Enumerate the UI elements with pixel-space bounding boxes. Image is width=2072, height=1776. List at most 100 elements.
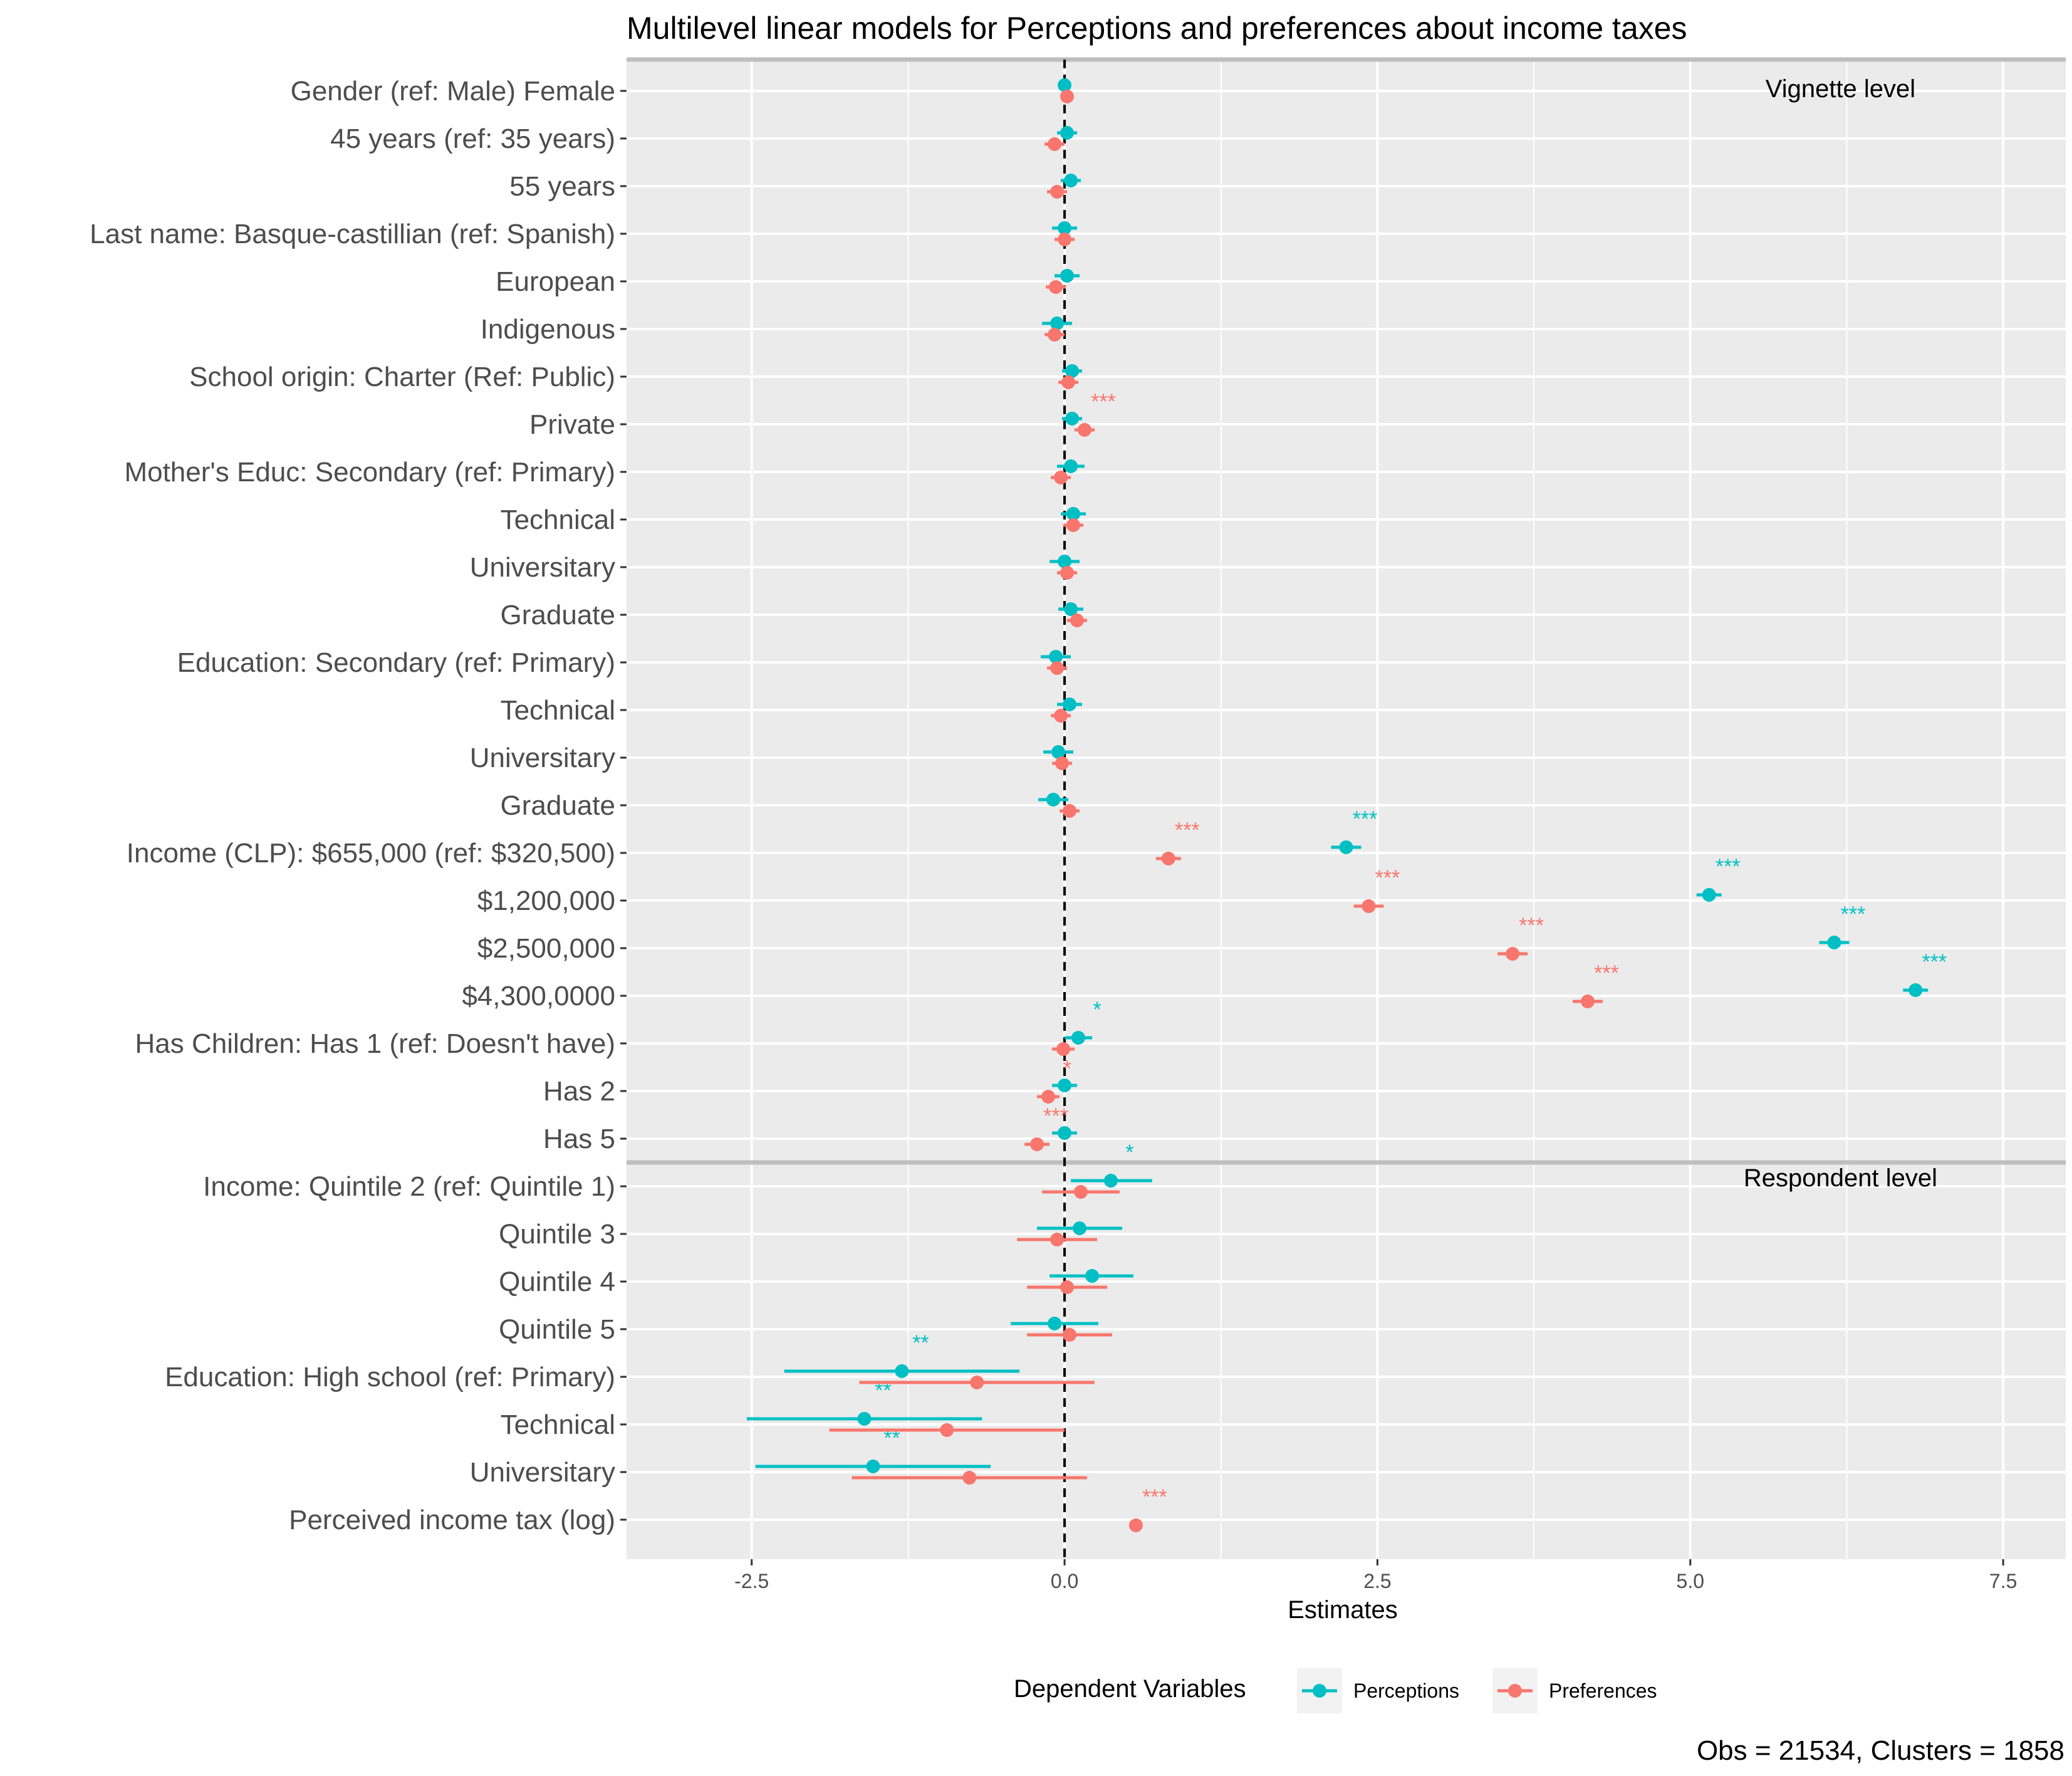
point — [1051, 745, 1066, 759]
point — [1063, 1328, 1077, 1342]
y-tick-label: Perceived income tax (log) — [289, 1505, 615, 1535]
point — [1054, 471, 1068, 484]
y-tick-label: Universitary — [470, 743, 615, 773]
point — [1073, 1221, 1087, 1235]
y-tick-label: Education: Secondary (ref: Primary) — [177, 647, 615, 678]
y-tick-label: Income: Quintile 2 (ref: Quintile 1) — [203, 1171, 615, 1202]
point — [1339, 840, 1353, 854]
significance-label: *** — [1175, 818, 1200, 842]
point — [1050, 661, 1065, 675]
x-axis-title: Estimates — [1288, 1596, 1398, 1624]
point — [1066, 518, 1081, 532]
legend: Dependent Variables Perceptions Preferen… — [1014, 1668, 1657, 1713]
point — [1056, 1042, 1071, 1056]
significance-label: *** — [1922, 950, 1947, 974]
point — [1058, 1126, 1072, 1140]
point — [1048, 137, 1062, 151]
legend-key-point-perceptions — [1313, 1684, 1326, 1698]
y-tick-label: Gender (ref: Male) Female — [291, 76, 615, 107]
point — [1103, 1174, 1118, 1188]
significance-label: *** — [1594, 961, 1619, 985]
point — [1060, 1280, 1075, 1294]
y-tick-label: Quintile 4 — [499, 1267, 615, 1297]
point — [1060, 269, 1075, 283]
legend-label-preferences: Preferences — [1549, 1679, 1657, 1702]
x-tick-label: 0.0 — [1051, 1570, 1078, 1592]
point — [1161, 852, 1175, 865]
point — [1048, 328, 1062, 342]
point — [1058, 555, 1072, 568]
y-tick-label: Technical — [501, 695, 615, 726]
point — [1050, 316, 1065, 330]
point — [1030, 1137, 1044, 1151]
point — [1065, 412, 1080, 426]
point — [857, 1412, 872, 1426]
y-tick-label: Indigenous — [481, 314, 615, 345]
significance-label: *** — [1519, 914, 1544, 938]
x-axis-ticks: -2.5 0.0 2.5 5.0 7.5 — [734, 1559, 2017, 1592]
point — [1054, 709, 1068, 723]
point — [1048, 1317, 1062, 1330]
y-tick-label: $2,500,000 — [477, 933, 615, 964]
x-tick-label: 5.0 — [1677, 1570, 1704, 1592]
significance-label: * — [1125, 1141, 1133, 1164]
significance-label: *** — [1375, 866, 1400, 890]
y-tick-label: Has Children: Has 1 (ref: Doesn't have) — [135, 1028, 616, 1059]
point — [1058, 232, 1072, 246]
point — [1908, 983, 1923, 997]
point — [1064, 174, 1078, 187]
series-preferences: ********************** — [829, 90, 1619, 1532]
legend-title: Dependent Variables — [1014, 1675, 1246, 1703]
point — [1063, 697, 1077, 711]
point — [1506, 947, 1520, 961]
point — [1046, 793, 1061, 807]
point — [962, 1471, 977, 1485]
chart-title: Multilevel linear models for Perceptions… — [627, 11, 1687, 46]
y-tick-label: Universitary — [470, 1457, 615, 1488]
y-tick-label: $1,200,000 — [477, 885, 615, 916]
significance-label: *** — [1353, 807, 1378, 831]
section-label: Vignette level — [1766, 75, 1915, 103]
point — [1066, 507, 1081, 521]
point — [1049, 280, 1063, 294]
significance-label: * — [1063, 1057, 1071, 1080]
y-tick-label: $4,300,0000 — [462, 981, 615, 1011]
y-tick-label: Quintile 3 — [499, 1219, 615, 1250]
y-tick-label: Mother's Educ: Secondary (ref: Primary) — [124, 457, 615, 488]
y-tick-label: Universitary — [470, 552, 615, 583]
point — [1085, 1269, 1100, 1283]
y-tick-label: Income (CLP): $655,000 (ref: $320,500) — [127, 838, 615, 869]
y-tick-label: Technical — [501, 1409, 615, 1440]
point — [1050, 185, 1065, 199]
y-axis-labels: Gender (ref: Male) Female 45 years (ref: … — [90, 76, 627, 1535]
significance-label: *** — [1091, 390, 1116, 414]
point — [1060, 90, 1075, 103]
y-tick-label: School origin: Charter (Ref: Public) — [189, 362, 615, 392]
significance-label: *** — [1715, 855, 1741, 879]
point — [1827, 936, 1841, 949]
point — [895, 1364, 909, 1378]
point — [1060, 126, 1075, 140]
significance-label: *** — [1841, 902, 1866, 926]
point — [1061, 375, 1076, 389]
significance-label: *** — [1142, 1485, 1167, 1509]
point — [1060, 566, 1075, 580]
y-tick-label: European — [496, 266, 615, 297]
point — [866, 1460, 880, 1473]
significance-label: * — [1093, 998, 1101, 1021]
y-tick-label: Education: High school (ref: Primary) — [165, 1362, 615, 1392]
point — [1361, 899, 1376, 913]
series-perceptions: ******************** — [746, 78, 1947, 1473]
y-tick-label: Private — [529, 409, 615, 440]
point — [940, 1423, 954, 1437]
significance-label: ** — [912, 1331, 929, 1355]
point — [1702, 888, 1716, 902]
legend-label-perceptions: Perceptions — [1353, 1679, 1459, 1702]
point — [1064, 459, 1078, 473]
point — [1065, 364, 1080, 378]
point — [1050, 1233, 1065, 1246]
panel-background — [627, 60, 2066, 1559]
y-tick-label: Graduate — [501, 790, 615, 821]
point — [1058, 1079, 1072, 1092]
